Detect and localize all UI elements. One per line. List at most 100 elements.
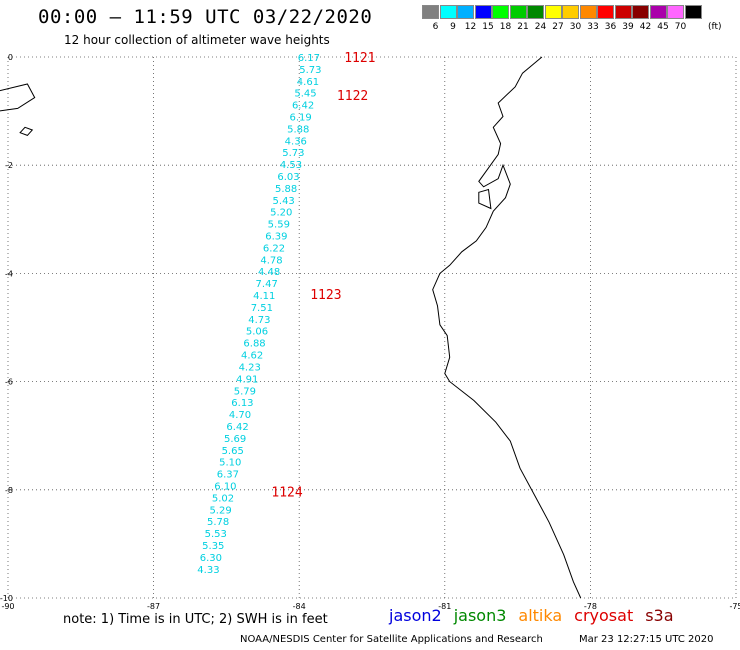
color-scale-label: 39 bbox=[622, 22, 634, 32]
legend-altika: altika bbox=[518, 606, 563, 625]
swh-value: 5.20 bbox=[270, 208, 292, 219]
color-scale-swatch bbox=[544, 5, 562, 19]
color-scale-label: 9 bbox=[450, 22, 456, 32]
color-scale-label: 30 bbox=[569, 22, 582, 32]
swh-value: 6.22 bbox=[263, 243, 285, 254]
swh-value: 4.61 bbox=[297, 77, 319, 88]
swh-value: 6.10 bbox=[214, 481, 236, 492]
y-tick-label: -2 bbox=[5, 161, 13, 170]
color-scale-swatch bbox=[684, 5, 702, 19]
swh-value: 6.03 bbox=[277, 172, 299, 183]
color-scale-swatch bbox=[562, 5, 579, 19]
swh-value: 5.79 bbox=[234, 386, 256, 397]
swh-value: 5.06 bbox=[246, 327, 268, 338]
swh-value: 4.33 bbox=[197, 565, 219, 576]
color-scale-swatch bbox=[439, 5, 457, 19]
color-scale-swatch bbox=[667, 5, 684, 19]
color-scale-label: 27 bbox=[552, 22, 564, 32]
swh-value: 6.39 bbox=[265, 232, 287, 243]
color-scale-unit: (ft) bbox=[708, 22, 722, 32]
swh-value: 4.23 bbox=[239, 362, 261, 373]
satellite-legend: jason2 jason3 altika cryosat s3a bbox=[389, 606, 686, 625]
footnote: note: 1) Time is in UTC; 2) SWH is in fe… bbox=[63, 612, 328, 627]
swh-value: 5.02 bbox=[212, 493, 234, 504]
color-scale-label: 42 bbox=[639, 22, 652, 32]
axis-ticks: -90 -87 -84 -81 -78 -75 0 -2 -4 -6 -8 -10 bbox=[0, 53, 740, 611]
y-tick-label: -6 bbox=[5, 378, 13, 387]
swh-value: 6.37 bbox=[217, 470, 239, 481]
color-scale-swatch bbox=[474, 5, 492, 19]
color-scale-swatch bbox=[457, 5, 474, 19]
color-scale-swatch bbox=[597, 5, 614, 19]
color-scale-label: 15 bbox=[482, 22, 494, 32]
x-tick-label: -84 bbox=[293, 602, 306, 611]
swh-value: 5.10 bbox=[219, 458, 241, 469]
color-scale-label: 70 bbox=[674, 22, 687, 32]
color-scale-swatch bbox=[579, 5, 597, 19]
swh-value: 7.47 bbox=[256, 279, 278, 290]
swh-value: 6.42 bbox=[226, 422, 248, 433]
color-scale-label: 24 bbox=[534, 22, 547, 32]
color-scale-swatch bbox=[632, 5, 649, 19]
swh-value: 5.65 bbox=[222, 446, 244, 457]
swh-value: 6.30 bbox=[200, 553, 222, 564]
swh-value: 5.29 bbox=[209, 505, 231, 516]
y-tick-label: -8 bbox=[5, 486, 13, 495]
time-label: 1122 bbox=[337, 89, 368, 104]
swh-value: 4.36 bbox=[285, 136, 307, 147]
mainland-coastline bbox=[432, 56, 582, 599]
time-label: 1124 bbox=[271, 485, 302, 500]
coastline bbox=[0, 56, 582, 599]
swh-value: 4.62 bbox=[241, 351, 263, 362]
x-tick-label: -75 bbox=[729, 602, 740, 611]
swh-value: 5.53 bbox=[205, 529, 227, 540]
swh-value: 5.43 bbox=[273, 196, 295, 207]
island-outline bbox=[0, 83, 36, 112]
altimeter-track: 6.175.734.615.456.426.195.884.365.734.53… bbox=[197, 53, 321, 576]
x-tick-label: -90 bbox=[1, 602, 14, 611]
swh-value: 6.13 bbox=[231, 398, 253, 409]
swh-value: 4.91 bbox=[236, 374, 258, 385]
y-tick-label: 0 bbox=[8, 53, 13, 62]
swh-value: 5.35 bbox=[202, 541, 224, 552]
color-scale-swatch bbox=[614, 5, 632, 19]
swh-value: 5.59 bbox=[268, 220, 290, 231]
swh-value: 5.69 bbox=[224, 434, 246, 445]
swh-value: 4.11 bbox=[253, 291, 275, 302]
y-tick-label: -4 bbox=[5, 269, 13, 278]
page-subtitle: 12 hour collection of altimeter wave hei… bbox=[64, 33, 330, 47]
swh-value: 6.88 bbox=[243, 339, 265, 350]
page-title: 00:00 – 11:59 UTC 03/22/2020 bbox=[38, 6, 373, 28]
x-tick-label: -81 bbox=[438, 602, 451, 611]
color-scale-swatch bbox=[422, 5, 439, 19]
color-scale-label: 45 bbox=[657, 22, 669, 32]
time-label: 1123 bbox=[310, 288, 341, 303]
swh-value: 4.53 bbox=[280, 160, 302, 171]
island-outline bbox=[478, 188, 492, 210]
color-scale-label: 6 bbox=[432, 22, 439, 32]
color-scale-label: 21 bbox=[517, 22, 529, 32]
time-labels: 1121 1122 1123 1124 bbox=[271, 51, 375, 500]
swh-value: 5.73 bbox=[299, 65, 321, 76]
swh-value: 5.73 bbox=[282, 148, 304, 159]
color-scale-swatch bbox=[649, 5, 667, 19]
lat-lon-grid bbox=[7, 56, 737, 599]
swh-value: 4.48 bbox=[258, 267, 280, 278]
swh-value: 6.42 bbox=[292, 101, 314, 112]
swh-value: 6.17 bbox=[298, 53, 320, 64]
generated-timestamp: Mar 23 12:27:15 UTC 2020 bbox=[579, 634, 714, 645]
color-scale-label: 33 bbox=[587, 22, 599, 32]
x-tick-label: -87 bbox=[147, 602, 160, 611]
color-scale-swatch bbox=[509, 5, 527, 19]
time-label: 1121 bbox=[344, 51, 375, 66]
swh-value: 7.51 bbox=[251, 303, 273, 314]
legend-jason2: jason2 bbox=[389, 606, 442, 625]
legend-jason3: jason3 bbox=[453, 606, 507, 625]
legend-cryosat: cryosat bbox=[574, 606, 634, 625]
wave-height-color-scale: 6 9 12 15 18 21 24 27 30 33 36 39 42 45 70 (ft) bbox=[422, 5, 728, 41]
swh-value: 4.73 bbox=[248, 315, 270, 326]
swh-value: 5.45 bbox=[294, 89, 316, 100]
x-tick-label: -78 bbox=[584, 602, 597, 611]
color-scale-label: 12 bbox=[464, 22, 477, 32]
